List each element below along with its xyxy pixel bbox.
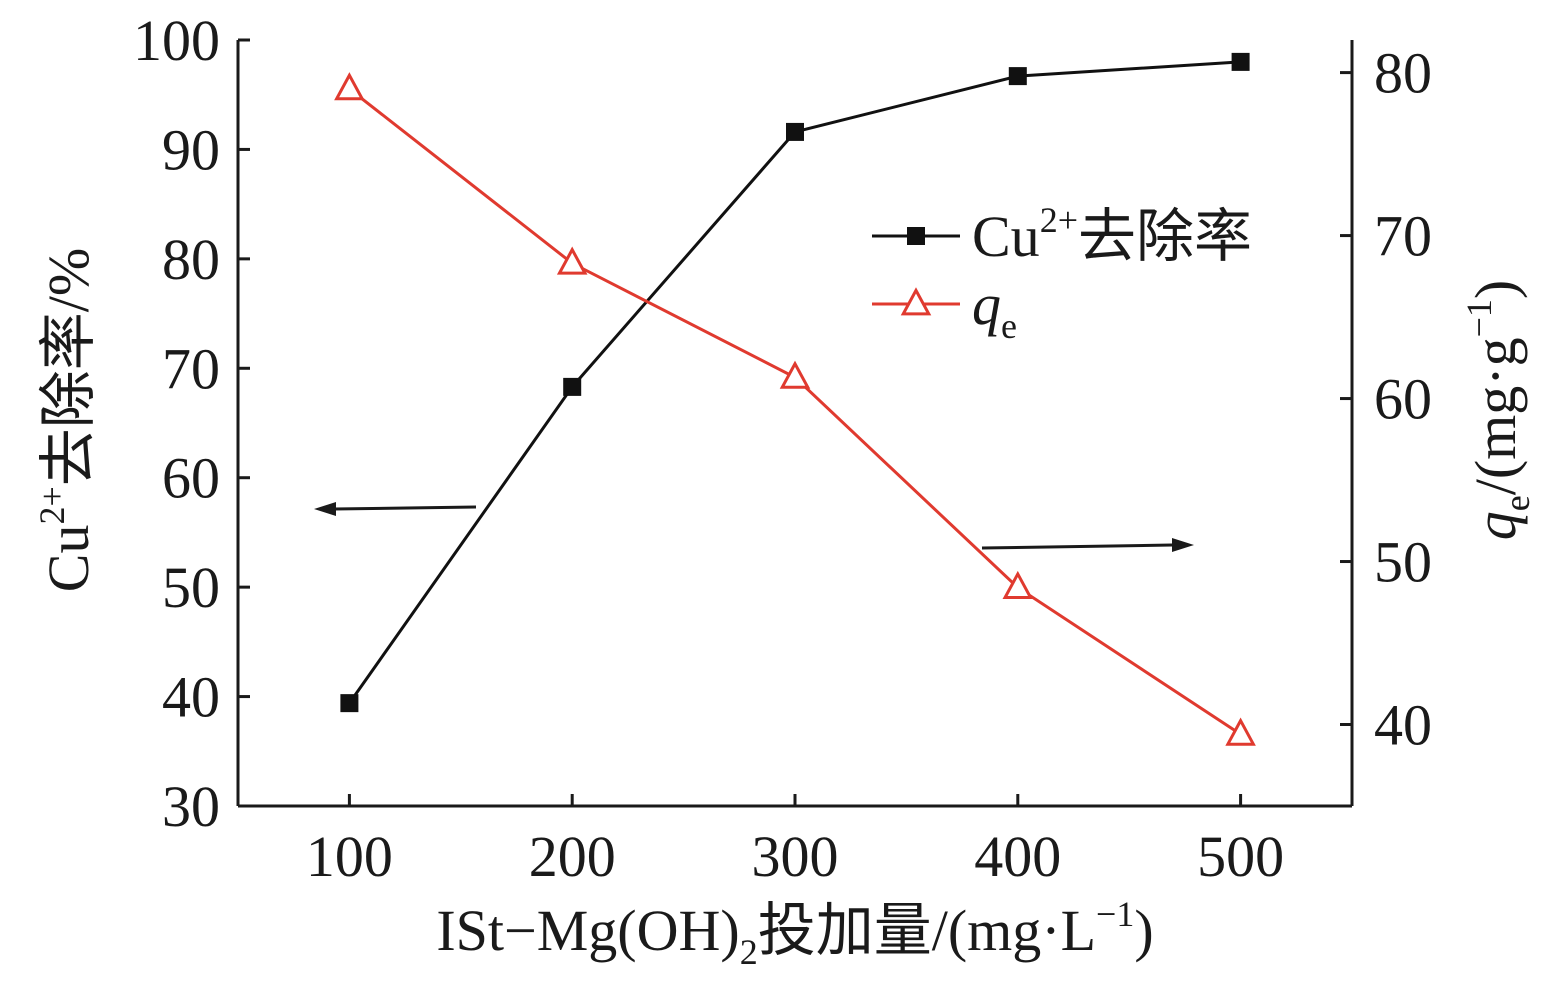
- y-left-axis-title: Cu2+去除率/%: [32, 248, 101, 592]
- y-left-tick-label: 90: [162, 117, 220, 182]
- data-point-triangle: [1225, 717, 1256, 746]
- axes: [236, 40, 1354, 808]
- legend-label-sub: e: [1001, 306, 1017, 346]
- x-title-end: ): [1134, 898, 1153, 963]
- legend-label: Cu2+去除率: [972, 200, 1252, 269]
- legend-label-sup: 2+: [1040, 200, 1078, 240]
- y-right-tick-label: 80: [1374, 41, 1432, 106]
- x-title-rest: 投加量/(mg·L: [758, 898, 1096, 963]
- x-axis-title: ISt−Mg(OH)2投加量/(mg·L−1): [436, 894, 1153, 972]
- data-point-triangle: [779, 360, 811, 389]
- y-left-title-sup: 2+: [32, 486, 72, 524]
- x-title-sup: −1: [1096, 894, 1134, 934]
- data-point-square: [1008, 67, 1027, 86]
- y-right-tick-label: 50: [1374, 530, 1432, 595]
- ticks: 100 200 300 400 500 30 40 50 60 70 80 90 100 40 50 60 70…: [133, 8, 1432, 889]
- series-line-1: [348, 87, 1242, 736]
- legend-label-main: q: [972, 272, 1001, 337]
- x-tick-label: 500: [1197, 824, 1284, 889]
- y-left-tick-label: 60: [162, 446, 220, 511]
- data-point-square: [786, 122, 804, 141]
- legend-label: qe: [972, 272, 1017, 346]
- x-tick-label: 200: [529, 824, 616, 889]
- right-axis-arrow-head: [1172, 538, 1194, 552]
- x-title-main: ISt−Mg(OH): [436, 898, 739, 963]
- y-right-title-end: ): [1463, 280, 1528, 299]
- left-axis-arrow-head: [314, 502, 336, 516]
- y-left-tick-label: 100: [133, 8, 220, 73]
- legend-marker-square: [907, 227, 925, 245]
- axis-arrows: [314, 502, 1194, 552]
- series-layer: [334, 52, 1256, 746]
- y-right-title-sup: −1: [1459, 299, 1499, 337]
- x-tick-label: 100: [306, 824, 393, 889]
- y-right-tick-label: 60: [1374, 367, 1432, 432]
- y-left-tick-label: 30: [162, 774, 220, 839]
- y-right-title-q: q: [1463, 511, 1528, 540]
- y-right-tick-label: 70: [1374, 204, 1432, 269]
- data-point-triangle: [556, 246, 588, 275]
- x-tick-label: 400: [974, 824, 1061, 889]
- legend-label-main: Cu: [972, 204, 1040, 269]
- y-left-tick-label: 50: [162, 555, 220, 620]
- data-point-triangle: [1002, 570, 1034, 600]
- legend-marker-triangle: [900, 287, 932, 316]
- y-left-tick-label: 40: [162, 665, 220, 730]
- y-right-axis-title: qe/(mg·g−1): [1459, 280, 1537, 540]
- left-axis-arrow-shaft: [333, 505, 477, 511]
- y-left-tick-label: 70: [162, 336, 220, 401]
- data-point-square: [340, 694, 359, 713]
- legend-label-rest: 去除率: [1078, 204, 1252, 269]
- x-title-sub: 2: [740, 932, 758, 972]
- data-point-square: [563, 377, 582, 396]
- right-axis-arrow-shaft: [981, 543, 1173, 550]
- y-left-title-main: Cu: [36, 525, 101, 593]
- data-point-triangle: [334, 72, 365, 101]
- y-right-tick-label: 40: [1374, 693, 1432, 758]
- y-left-title-rest: 去除率/%: [36, 248, 101, 486]
- y-right-title-sub: e: [1497, 495, 1537, 511]
- x-tick-label: 300: [752, 824, 839, 889]
- data-point-square: [1231, 52, 1250, 71]
- y-right-title-rest: /(mg·g: [1463, 337, 1528, 495]
- y-left-tick-label: 80: [162, 227, 220, 292]
